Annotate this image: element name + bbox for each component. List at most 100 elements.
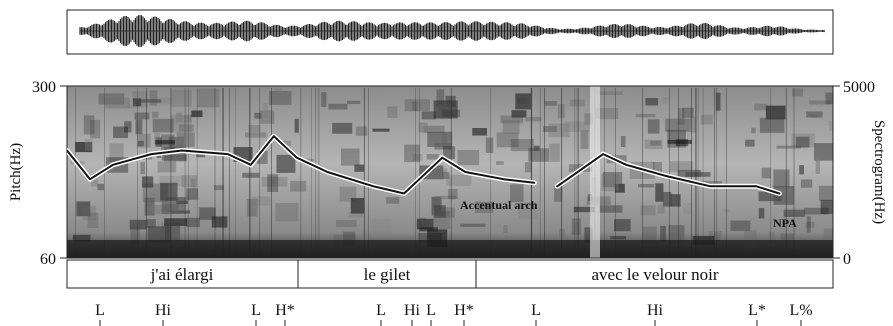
- spectrogram-patch: [133, 98, 142, 107]
- spectrogram-patch: [806, 216, 811, 233]
- spectrogram-patch: [584, 113, 593, 125]
- spectrogram-patch: [690, 117, 697, 133]
- spectrogram-patch: [178, 124, 195, 132]
- spectrogram-patch: [677, 108, 685, 125]
- spectrogram-patch: [543, 126, 557, 132]
- tone-label: Hi: [647, 302, 664, 319]
- spectrogram-patch: [800, 179, 813, 188]
- spectrogram-patch: [412, 153, 423, 161]
- spectrogram-patch: [109, 143, 124, 163]
- spectrogram-patch: [254, 112, 262, 119]
- spectrogram-patch: [677, 169, 702, 177]
- spectrogram-patch: [127, 104, 136, 109]
- spectrogram-patch: [795, 136, 810, 148]
- spectrogram-patch: [211, 216, 228, 228]
- spectrogram-patch: [150, 97, 173, 105]
- spectrogram-patch: [569, 99, 585, 107]
- word-label: j'ai élargi: [150, 265, 214, 284]
- spectrogram-patch: [129, 219, 147, 230]
- spectrogram-patch: [640, 205, 656, 216]
- spectrogram-patch: [815, 157, 820, 174]
- tone-label: L: [95, 302, 105, 319]
- spectrogram-patch: [145, 204, 170, 215]
- spectrogram-patch: [197, 88, 220, 108]
- spectrogram-patch: [510, 139, 534, 152]
- spectrogram-patch: [246, 199, 258, 217]
- spectrogram-patch: [98, 93, 125, 105]
- spectrogram-patch: [765, 105, 786, 120]
- spectrogram-patch: [635, 113, 656, 118]
- spectrogram-patch: [321, 92, 327, 107]
- spectrogram-patch: [87, 212, 99, 228]
- spectrogram-patch: [355, 126, 368, 136]
- spectrogram-patch: [164, 218, 188, 226]
- spectrogram-patch: [645, 98, 659, 106]
- spectrogram-patch: [336, 220, 357, 228]
- spectrogram-patch: [667, 139, 692, 144]
- spectrogram-patch: [97, 183, 104, 191]
- spectrogram-patch: [130, 226, 140, 244]
- spectrogram-patch: [525, 116, 542, 122]
- spectrogram-patch: [332, 122, 353, 134]
- word-label: avec le velour noir: [592, 265, 719, 284]
- annotation-accentual-arch: Accentual arch: [460, 198, 538, 212]
- tone-label: L: [531, 302, 541, 319]
- spectrogram-patch: [404, 99, 430, 112]
- spectrogram-patch: [745, 139, 755, 147]
- spectrogram-patch: [475, 201, 494, 213]
- spectrogram-patch: [614, 219, 631, 232]
- spectrogram-patch: [642, 226, 657, 244]
- spectrogram-patch: [773, 169, 790, 188]
- spectrogram-patch: [544, 101, 558, 106]
- spectrogram-patch: [599, 91, 623, 95]
- waveform-panel: [66, 9, 834, 55]
- tone-label: L%: [789, 302, 812, 319]
- tone-label: L: [426, 302, 436, 319]
- spectrogram-patch: [657, 204, 665, 214]
- spectrogram-patch: [751, 127, 756, 134]
- spectrogram-patch: [386, 197, 400, 204]
- spectrogram-patch: [162, 204, 179, 213]
- spectrogram-patch: [259, 110, 275, 124]
- spectrogram-patch: [144, 197, 155, 216]
- spectrogram-low-band: [67, 240, 833, 258]
- spectrogram-patch: [138, 99, 162, 103]
- spectrogram-patch: [670, 194, 681, 207]
- spectrogram-patch: [563, 121, 590, 132]
- spectrogram-patch: [601, 174, 619, 192]
- spectrogram-patch: [196, 153, 206, 158]
- spectrogram-patch: [620, 136, 626, 147]
- spectrogram-patch: [443, 146, 455, 160]
- spectrogram-patch: [428, 168, 448, 173]
- word-tier: j'ai élargi le gilet avec le velour noir: [66, 259, 834, 289]
- spectrogram-patch: [573, 206, 595, 213]
- spectrogram-patch: [599, 205, 623, 213]
- spectrogram-patch: [347, 100, 361, 104]
- spectrogram-patch: [571, 218, 581, 235]
- spectrogram-patch: [614, 183, 625, 193]
- spectrogram-patch: [510, 184, 524, 202]
- right-axis-min: 0: [843, 251, 851, 268]
- spectrogram-texture: [67, 86, 833, 258]
- spectrogram-patch: [715, 92, 721, 111]
- annotation-npa: NPA: [773, 216, 797, 230]
- spectrogram-patch: [773, 186, 795, 205]
- spectrogram-patch: [421, 111, 437, 120]
- spectrogram-patch: [135, 119, 143, 135]
- spectrogram-patch: [610, 236, 627, 240]
- spectrogram-patch: [434, 143, 452, 150]
- pitch-contour: [67, 133, 782, 196]
- spectrogram-patch: [472, 128, 487, 136]
- spectrogram-patch: [276, 154, 296, 173]
- spectrogram-patch: [500, 115, 523, 124]
- spectrogram-patch: [361, 228, 369, 241]
- spectrogram-patch: [305, 158, 315, 162]
- spectrogram-patch: [90, 119, 101, 139]
- spectrogram-patch: [780, 233, 794, 240]
- spectrogram-patch: [339, 186, 357, 202]
- spectrogram-patch: [354, 164, 365, 172]
- spectrogram-patch: [436, 89, 445, 106]
- spectrogram-patch: [75, 142, 93, 153]
- spectrogram-patch: [423, 125, 445, 133]
- spectrogram-patch: [161, 154, 187, 161]
